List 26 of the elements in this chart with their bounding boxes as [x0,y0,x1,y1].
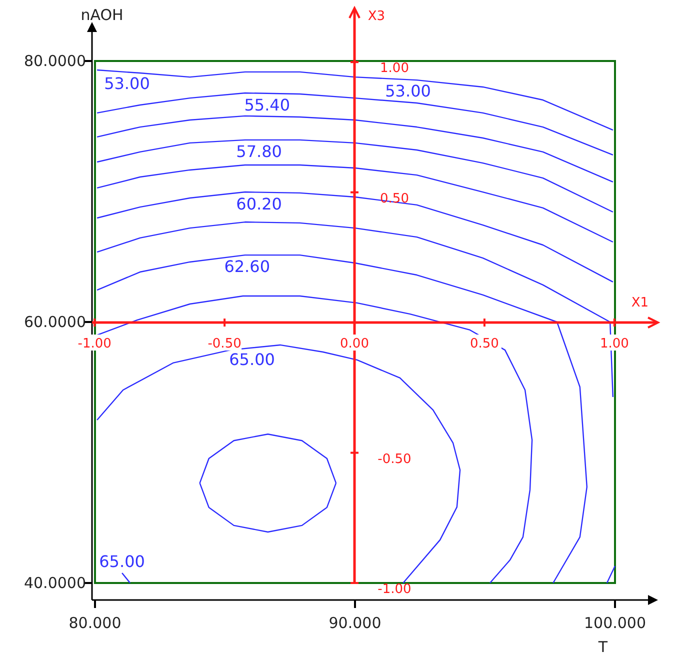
annotation: 55.40 [244,95,290,114]
y2-tick-label: -1.00 [378,582,412,597]
x2-tick-label: -1.00 [78,336,112,352]
y-axis-title: nAOH [80,6,124,24]
annotation: 65.00 [229,350,275,369]
x-tick-label: 100.000 [584,614,646,632]
x2-tick-label: 0.00 [340,336,369,352]
x-tick-label: 90.000 [328,614,382,632]
x-tick-label: 80.000 [68,614,122,632]
y2-axis-title: X3 [368,9,386,24]
annotation: 60.20 [236,194,282,214]
annotation: 65.00 [99,552,145,571]
y-tick-label: 40.0000 [24,574,86,592]
y2-tick-label: -0.50 [378,452,412,467]
y2-tick-label: 1.00 [380,61,409,76]
annotation: 57.80 [236,142,282,161]
annotation: 62.60 [224,257,270,276]
x2-tick-label: 0.50 [470,336,499,352]
y-tick-label: 80.0000 [24,52,86,70]
x-axis-title: T [597,638,608,655]
annotation: 53.00 [385,82,431,101]
annotation: 53.00 [104,74,150,94]
x2-tick-label: -0.50 [208,336,242,352]
y-tick-label: 60.0000 [24,313,86,331]
x2-tick-label: 1.00 [600,336,629,352]
x2-axis-title: X1 [631,296,649,311]
